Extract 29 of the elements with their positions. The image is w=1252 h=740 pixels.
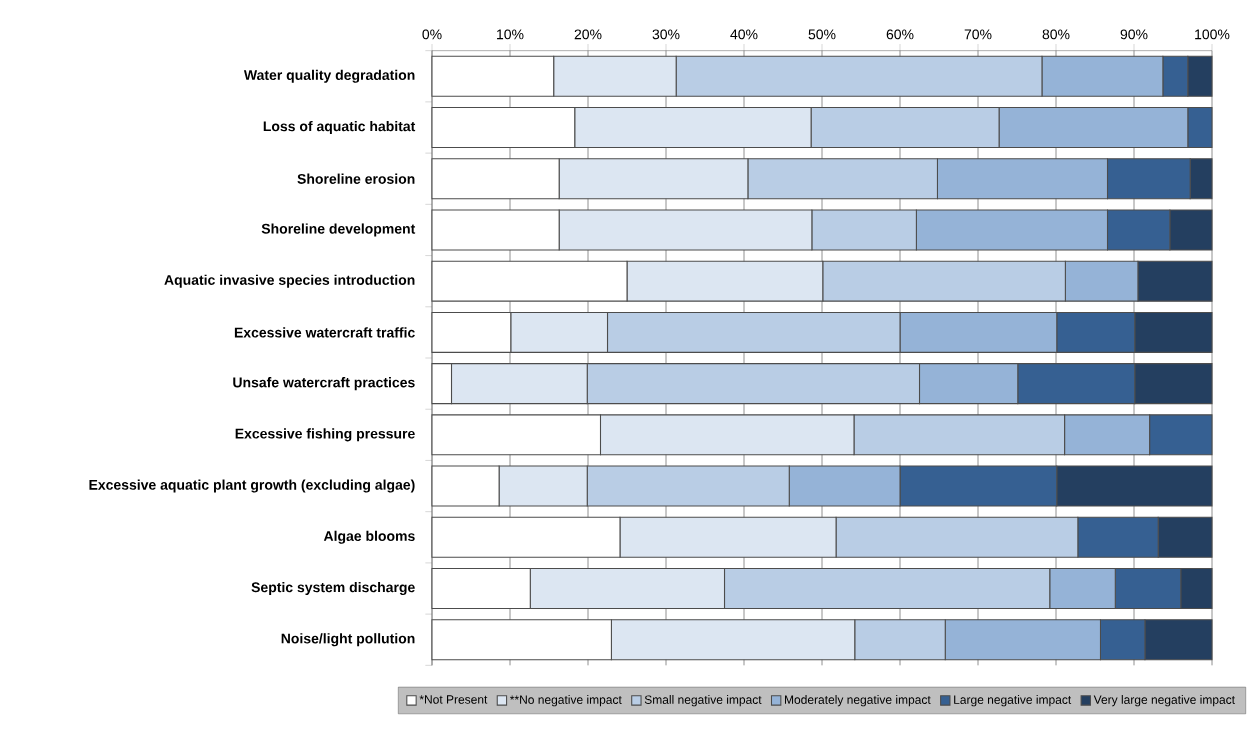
legend-label: **No negative impact [509,695,622,707]
x-tick-label: 10% [497,29,524,40]
x-tick-label: 20% [574,29,602,40]
y-tick-label: Unsafe watercraft practices [233,377,415,391]
x-tick-label: 60% [886,29,914,40]
y-tick-label: Noise/light pollution [281,633,415,647]
legend-label: Small negative impact [644,695,762,707]
x-tick-label: 100% [1195,29,1230,40]
y-tick-label: Septic system discharge [251,581,415,596]
y-tick-label: Shoreline development [261,223,416,237]
x-tick-label: 80% [1042,29,1070,40]
x-tick-label: 50% [808,29,836,40]
y-tick-label: Excessive aquatic plant growth (excluding algae) [89,479,415,493]
x-tick-label: 40% [730,29,758,40]
y-tick-label: Excessive fishing pressure [235,428,415,442]
y-tick-label: Water quality degradation [243,69,415,83]
legend-label: Large negative impact [954,695,1072,707]
x-tick-label: 0% [422,29,442,40]
x-tick-label: 90% [1120,29,1148,40]
legend-label: Moderately negative impact [785,695,931,707]
legend-label: Very large negative impact [1093,695,1235,707]
x-tick-label: 30% [652,29,680,40]
y-tick-label: Aquatic invasive species introduction [164,274,415,288]
x-tick-label: 70% [964,29,992,40]
y-tick-label: Excessive watercraft traffic [234,327,415,338]
legend-label: *Not Present [419,695,488,704]
y-tick-label: Shoreline erosion [297,173,415,184]
y-tick-label: Algae blooms [323,530,415,544]
y-tick-label: Loss of aquatic habitat [263,120,416,135]
